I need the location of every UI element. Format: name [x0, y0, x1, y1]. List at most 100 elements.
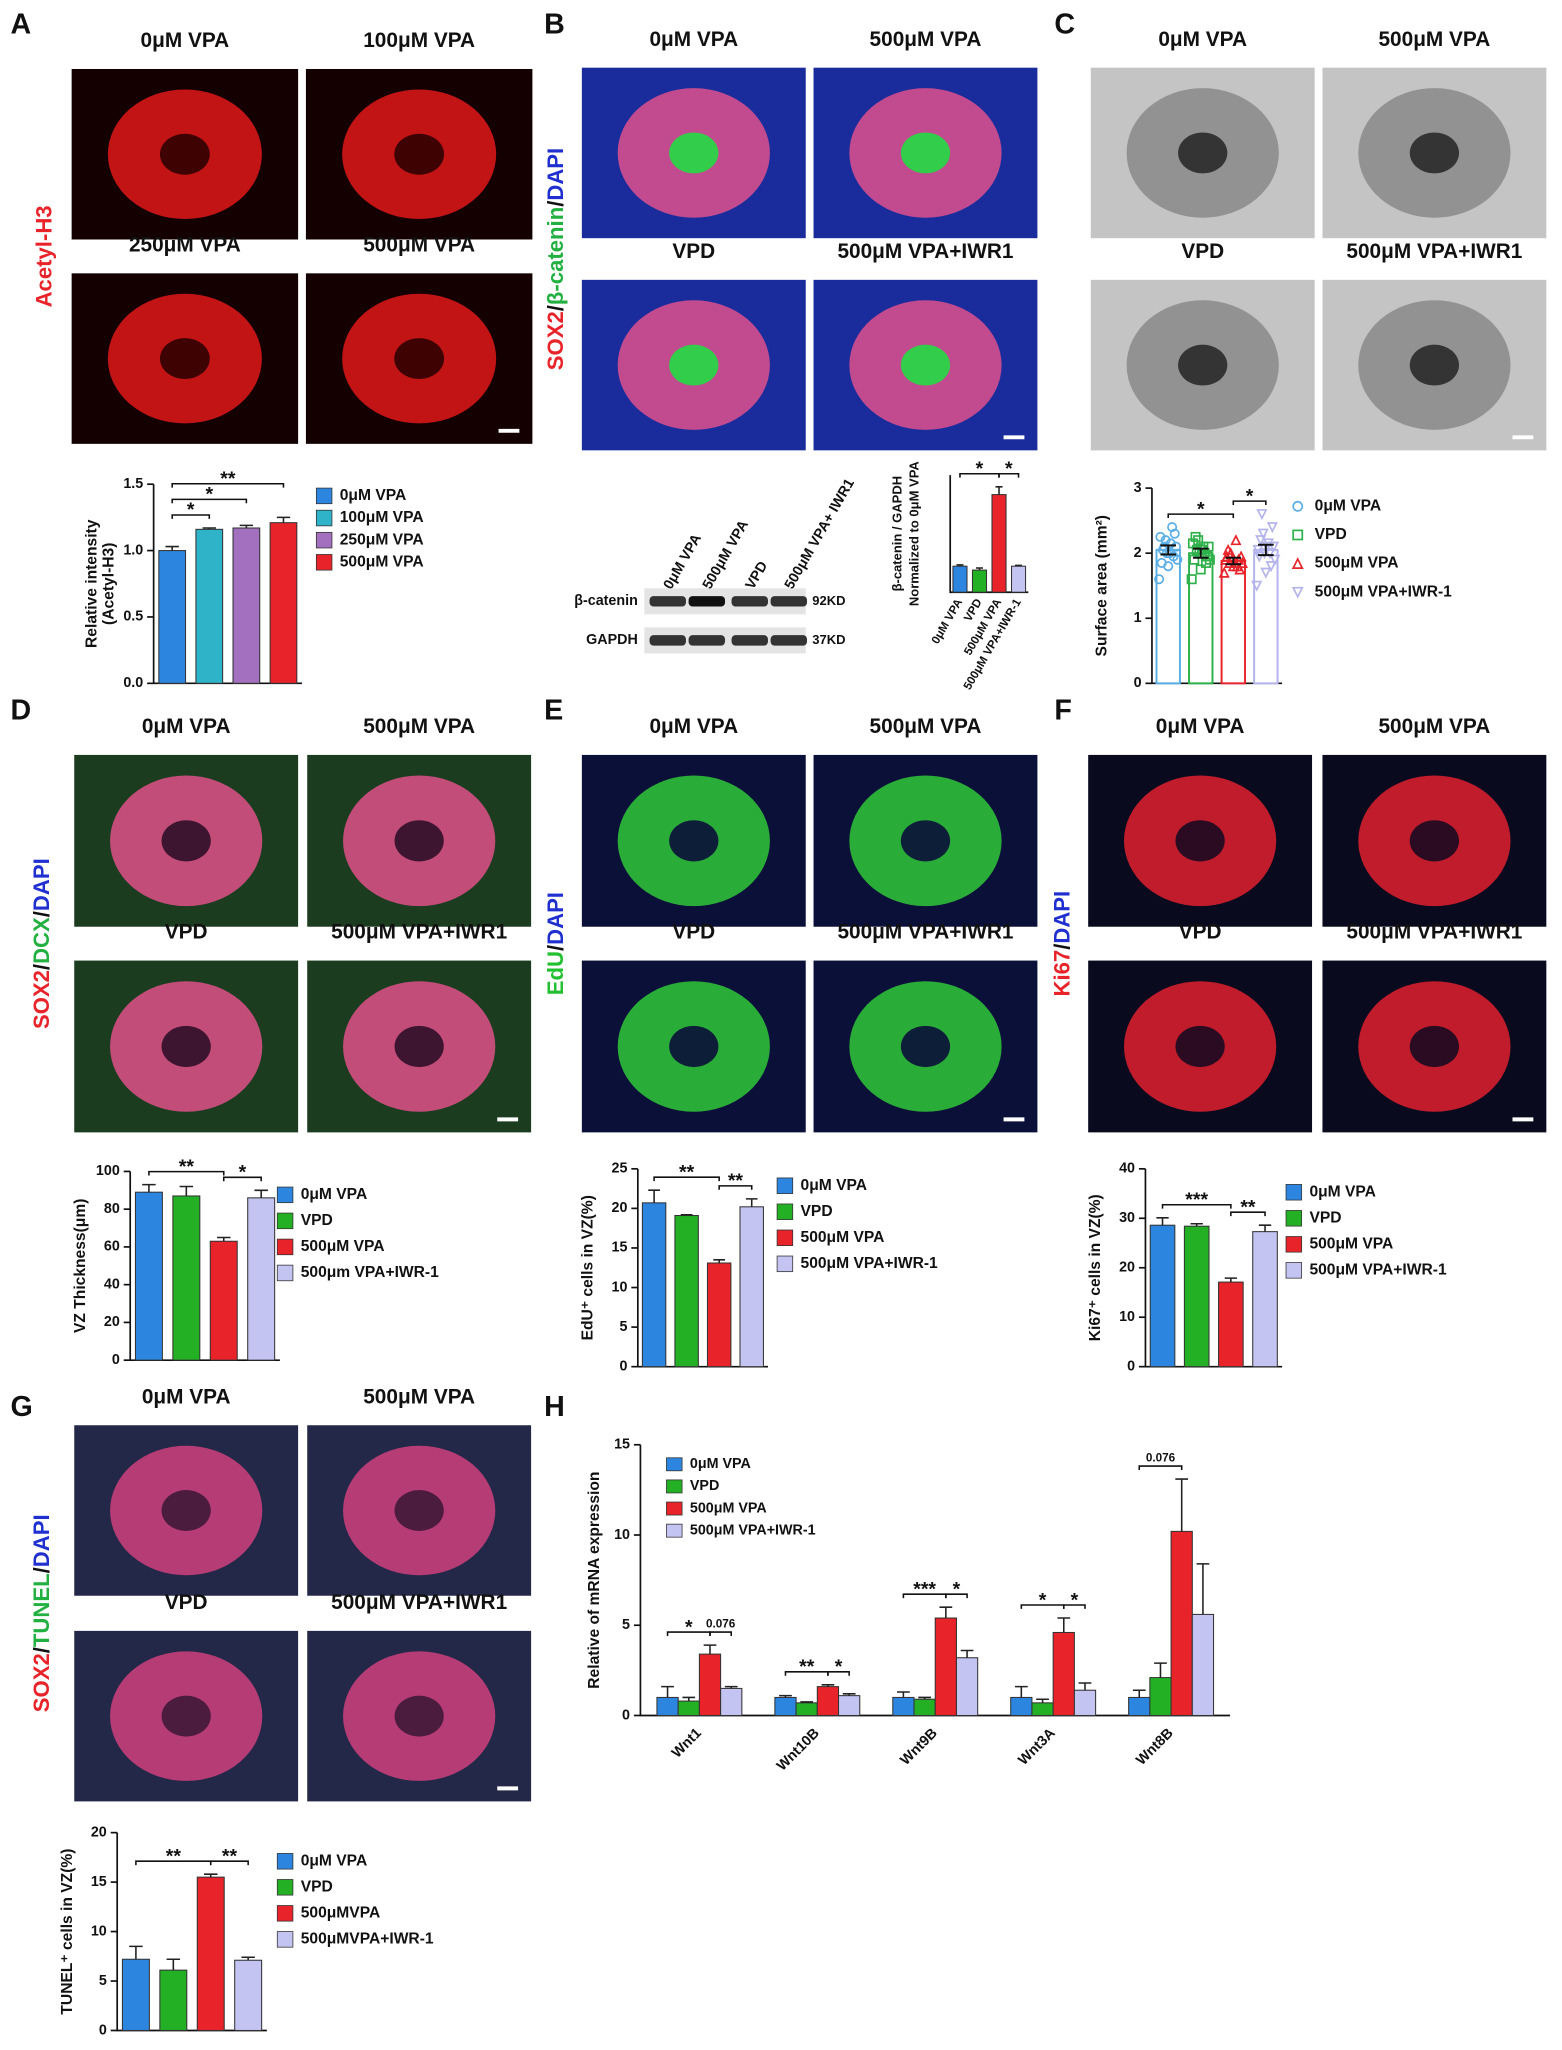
significance-bracket — [718, 1185, 753, 1190]
y-axis-title: Surface area (mm²) — [1094, 515, 1111, 656]
micrograph — [307, 754, 532, 927]
bar — [1170, 1530, 1193, 1717]
legend-swatch — [315, 509, 333, 527]
data-point — [1253, 551, 1265, 563]
image-label: 500μM VPA — [1378, 715, 1490, 738]
blot-lane-label: VPD — [743, 559, 772, 592]
significance-bracket — [945, 1593, 968, 1599]
image-lumen — [394, 338, 445, 380]
legend-label: 500μM VPA — [1309, 1235, 1393, 1252]
y-tick-label: 0 — [99, 2022, 107, 2038]
legend-label: 500μM VPA+IWR-1 — [1309, 1261, 1447, 1278]
error-bar — [995, 486, 1003, 495]
y-axis-title: EdU⁺ cells in VZ(%) — [579, 1195, 596, 1340]
panel-letter: D — [10, 695, 31, 727]
legend-label: 500μMVPA+IWR-1 — [301, 1930, 434, 1947]
bar — [934, 1617, 957, 1717]
blot-protein: GAPDH — [586, 632, 638, 648]
legend-label: 0μM VPA — [1309, 1183, 1376, 1200]
bar — [1183, 1225, 1210, 1368]
image-lumen — [1178, 344, 1228, 386]
bar — [795, 1702, 818, 1717]
data-point — [1230, 534, 1242, 546]
legend-swatch — [776, 1229, 794, 1247]
legend-label: 100μM VPA — [340, 509, 424, 526]
bar — [816, 1686, 840, 1717]
significance-label: * — [953, 1578, 961, 1600]
image-lumen — [1175, 820, 1225, 862]
y-tick-label: 80 — [104, 1201, 120, 1217]
error-bar — [254, 1189, 268, 1198]
error-bar — [1160, 544, 1177, 556]
legend-swatch — [276, 1905, 294, 1922]
significance-label: ** — [728, 1170, 744, 1192]
error-bar — [680, 1213, 693, 1216]
significance-label: *** — [1185, 1189, 1208, 1211]
bar — [134, 1191, 163, 1361]
legend-label: VPD — [690, 1478, 719, 1494]
blot-band — [731, 596, 768, 607]
bar — [739, 1206, 764, 1368]
bar — [774, 1696, 797, 1717]
legend-swatch — [1285, 1262, 1303, 1279]
bar — [196, 1876, 225, 2031]
error-bar — [1132, 1689, 1146, 1698]
stain-part: / — [543, 945, 568, 951]
significance-bracket — [222, 1176, 262, 1182]
micrograph — [1322, 754, 1547, 927]
data-point — [1236, 556, 1248, 568]
bar — [247, 1197, 276, 1361]
significance-label: * — [835, 1656, 843, 1678]
image-lumen — [161, 1025, 211, 1068]
stain-part: SOX2 — [29, 970, 54, 1029]
micrograph — [74, 1630, 299, 1802]
legend-marker — [1292, 500, 1304, 512]
error-bar — [217, 1236, 231, 1242]
bar — [121, 1958, 150, 2031]
image-label: VPD — [165, 1591, 208, 1614]
data-point — [1164, 548, 1175, 559]
image-lumen — [394, 1695, 444, 1737]
error-bar — [1192, 547, 1209, 559]
error-bar — [239, 524, 254, 529]
error-bar — [1196, 1563, 1210, 1615]
bar — [1149, 1677, 1172, 1717]
y-tick-label: 0 — [1127, 1358, 1135, 1374]
y-axis-title: (Acetyl-H3) — [101, 543, 118, 625]
x-tick-label: 0μM VPA — [929, 596, 965, 646]
image-lumen — [394, 133, 445, 175]
y-tick-label: 20 — [91, 1824, 107, 1840]
y-tick-label: 1.5 — [123, 476, 143, 492]
bar — [1218, 1281, 1244, 1368]
panel-letter: E — [544, 695, 563, 727]
image-label: 500μM VPA — [363, 715, 475, 738]
significance-bracket — [148, 1170, 225, 1176]
legend-swatch — [276, 1931, 294, 1948]
stain-part: EdU — [543, 951, 568, 995]
data-point — [1218, 566, 1230, 578]
image-lumen — [161, 1490, 211, 1531]
error-bar — [724, 1685, 738, 1689]
image-lumen — [1178, 132, 1228, 174]
micrograph — [813, 279, 1038, 451]
data-point — [1190, 531, 1201, 542]
bar — [158, 550, 187, 684]
error-bar — [682, 1696, 696, 1702]
image-label: VPD — [672, 240, 715, 263]
stain-part: / — [543, 201, 568, 207]
blot-band — [649, 596, 686, 607]
legend-swatch — [315, 487, 333, 505]
panel-letter: B — [544, 9, 565, 41]
error-bar — [939, 1606, 953, 1619]
data-point — [1155, 531, 1166, 542]
y-tick-label: 0 — [622, 1707, 630, 1723]
significance-bracket — [171, 498, 248, 504]
image-lumen — [1409, 820, 1460, 862]
legend-label: VPD — [301, 1212, 333, 1229]
error-bar — [1078, 1682, 1092, 1691]
image-label: 500μM VPA+IWR1 — [1346, 921, 1522, 944]
image-lumen — [669, 1025, 719, 1068]
significance-label: * — [1071, 1589, 1079, 1611]
bar — [720, 1687, 743, 1717]
bar — [1073, 1689, 1097, 1717]
